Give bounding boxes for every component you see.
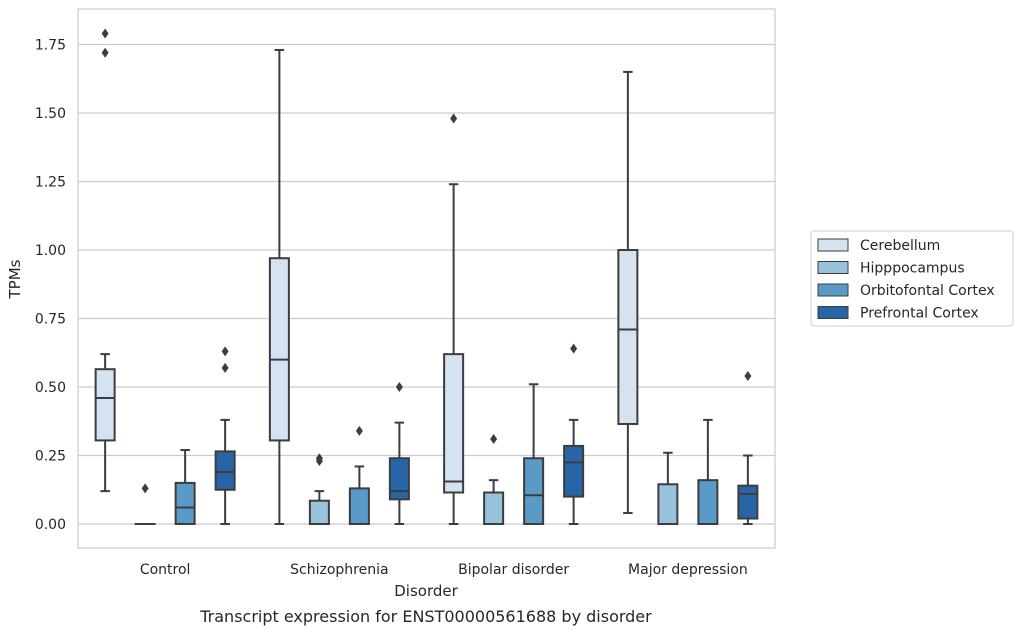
box-hipppocampus <box>308 453 330 525</box>
box-body <box>563 444 585 498</box>
chart-caption: Transcript expression for ENST0000056168… <box>199 607 652 626</box>
box-orbitofontal-cortex <box>348 425 370 526</box>
y-tick-label: 1.00 <box>35 243 66 259</box>
legend-label: Hipppocampus <box>860 261 965 277</box>
plot-background <box>78 9 775 548</box>
gridlines <box>78 43 775 525</box>
box-orbitofontal-cortex <box>697 418 719 526</box>
legend-label: Cerebellum <box>860 238 940 254</box>
outlier-marker <box>141 483 149 494</box>
legend-label: Prefrontal Cortex <box>860 306 979 322</box>
outlier-marker <box>395 382 403 392</box>
box-body <box>308 499 330 525</box>
outlier-marker <box>315 453 323 464</box>
outlier-marker <box>490 434 498 445</box>
box-body <box>737 484 759 520</box>
box-body <box>174 481 196 525</box>
box-prefrontal-cortex <box>214 346 236 525</box>
box-body <box>94 368 116 442</box>
y-tick-label: 1.50 <box>35 106 66 122</box>
legend-label: Orbitofontal Cortex <box>860 283 995 299</box>
y-tick-labels: 0.00 0.25 0.50 0.75 1.00 1.25 1.50 1.75 <box>35 38 66 534</box>
box-cerebellum <box>617 70 639 515</box>
outlier-marker <box>355 425 363 436</box>
legend-frame <box>810 230 1014 327</box>
box-cerebellum <box>268 48 290 525</box>
outlier-marker <box>570 343 578 354</box>
box-prefrontal-cortex <box>563 343 585 525</box>
legend-swatch <box>817 306 849 319</box>
outlier-marker <box>101 28 109 39</box>
legend-swatch <box>817 283 849 297</box>
box-body <box>348 487 370 526</box>
box-orbitofontal-cortex <box>523 383 545 525</box>
x-tick-label: Major depression <box>628 562 748 578</box>
y-tick-label: 0.75 <box>35 312 66 328</box>
box-body <box>268 257 290 442</box>
plot-frame <box>77 8 776 549</box>
x-tick-label: Schizophrenia <box>290 562 388 578</box>
box-body <box>657 483 679 525</box>
y-tick-label: 1.25 <box>35 175 66 191</box>
box-body <box>697 479 719 526</box>
outlier-marker <box>221 346 229 357</box>
box-hipppocampus <box>483 434 505 525</box>
x-axis-title: Disorder <box>394 582 458 600</box>
boxes <box>94 28 759 526</box>
box-body <box>388 457 410 501</box>
y-tick-label: 0.50 <box>35 380 66 396</box>
y-tick-label: 1.75 <box>35 38 66 54</box>
outlier-marker <box>101 47 109 58</box>
y-tick-label: 0.00 <box>35 517 66 533</box>
outlier-marker <box>221 362 229 373</box>
outlier-marker <box>450 113 458 124</box>
box-body <box>443 353 465 494</box>
box-hipppocampus <box>134 483 156 526</box>
box-prefrontal-cortex <box>388 382 410 525</box>
box-orbitofontal-cortex <box>174 449 196 525</box>
box-hipppocampus <box>657 451 679 525</box>
box-cerebellum <box>94 28 116 493</box>
legend-swatch <box>817 261 849 274</box>
outlier-marker <box>744 371 752 382</box>
box-cerebellum <box>443 113 465 525</box>
box-body <box>483 491 505 525</box>
x-tick-label: Control <box>140 562 191 578</box>
legend: Cerebellum Hipppocampus Orbitofontal Corte… <box>810 230 1014 327</box>
y-axis-title: TPMs <box>6 259 24 299</box>
box-body <box>523 457 545 525</box>
legend-swatch <box>817 238 849 252</box>
x-tick-label: Bipolar disorder <box>458 562 569 578</box>
y-tick-label: 0.25 <box>35 449 66 465</box>
x-tick-labels: Control Schizophrenia Bipolar disorder Majo… <box>140 562 748 578</box>
box-prefrontal-cortex <box>737 371 759 525</box>
box-body <box>214 450 236 491</box>
box-body <box>617 249 639 425</box>
